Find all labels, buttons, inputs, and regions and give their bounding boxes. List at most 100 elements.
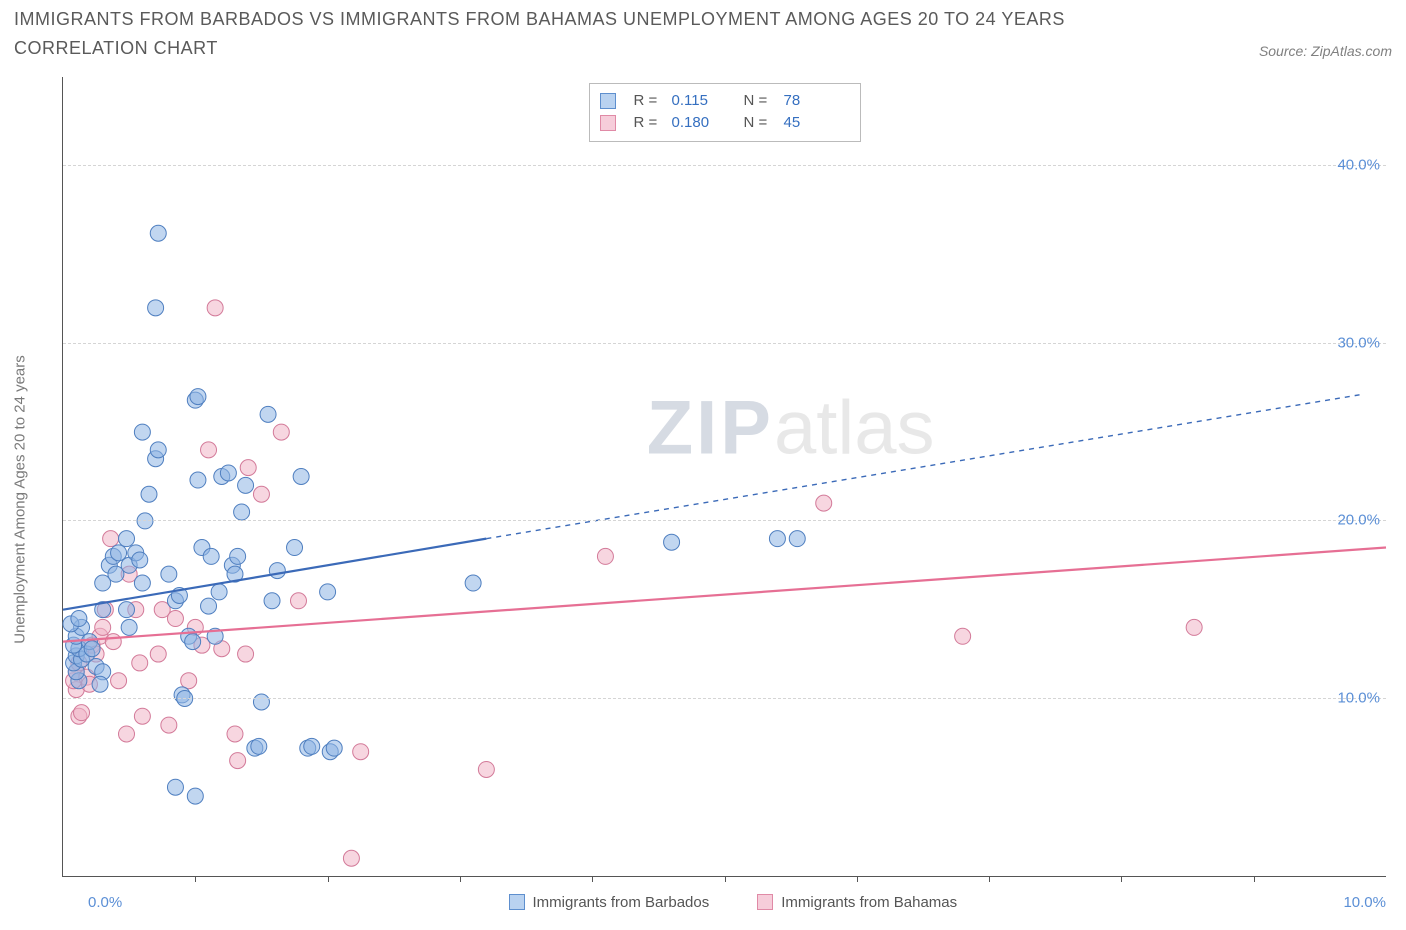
stats-row: R =0.115N =78 bbox=[600, 90, 846, 113]
data-point bbox=[230, 752, 246, 768]
y-tick-label: 10.0% bbox=[1337, 690, 1380, 707]
y-tick-label: 30.0% bbox=[1337, 334, 1380, 351]
data-point bbox=[816, 495, 832, 511]
x-tick bbox=[857, 876, 858, 882]
data-point bbox=[167, 610, 183, 626]
x-tick bbox=[1121, 876, 1122, 882]
data-point bbox=[220, 465, 236, 481]
legend-swatch bbox=[509, 894, 525, 910]
data-point bbox=[269, 562, 285, 578]
x-tick bbox=[460, 876, 461, 882]
legend-item: Immigrants from Bahamas bbox=[757, 894, 957, 911]
data-point bbox=[167, 779, 183, 795]
data-point bbox=[121, 619, 137, 635]
data-point bbox=[141, 486, 157, 502]
stats-box: R =0.115N =78R =0.180N =45 bbox=[589, 83, 861, 142]
data-point bbox=[465, 575, 481, 591]
data-point bbox=[148, 299, 164, 315]
data-point bbox=[74, 704, 90, 720]
data-point bbox=[251, 738, 267, 754]
data-point bbox=[343, 850, 359, 866]
chart-container: Unemployment Among Ages 20 to 24 years R… bbox=[14, 71, 1392, 911]
data-point bbox=[253, 486, 269, 502]
data-point bbox=[664, 534, 680, 550]
data-point bbox=[103, 530, 119, 546]
x-tick bbox=[328, 876, 329, 882]
x-tick bbox=[195, 876, 196, 882]
gridline bbox=[63, 520, 1386, 521]
data-point bbox=[240, 459, 256, 475]
data-point bbox=[478, 761, 494, 777]
gridline bbox=[63, 343, 1386, 344]
data-point bbox=[132, 552, 148, 568]
y-axis-label: Unemployment Among Ages 20 to 24 years bbox=[12, 355, 29, 644]
gridline bbox=[63, 165, 1386, 166]
data-point bbox=[134, 575, 150, 591]
data-point bbox=[238, 646, 254, 662]
data-point bbox=[955, 628, 971, 644]
data-point bbox=[190, 388, 206, 404]
data-point bbox=[597, 548, 613, 564]
chart-title: IMMIGRANTS FROM BARBADOS VS IMMIGRANTS F… bbox=[14, 5, 1144, 63]
data-point bbox=[769, 530, 785, 546]
x-tick bbox=[989, 876, 990, 882]
scatter-svg bbox=[63, 77, 1386, 876]
data-point bbox=[190, 472, 206, 488]
plot-area: R =0.115N =78R =0.180N =45 ZIPatlas 10.0… bbox=[62, 77, 1386, 877]
data-point bbox=[227, 726, 243, 742]
stats-swatch bbox=[600, 115, 616, 131]
data-point bbox=[238, 477, 254, 493]
data-point bbox=[287, 539, 303, 555]
data-point bbox=[150, 646, 166, 662]
data-point bbox=[134, 424, 150, 440]
data-point bbox=[187, 788, 203, 804]
data-point bbox=[201, 598, 217, 614]
data-point bbox=[253, 694, 269, 710]
data-point bbox=[84, 640, 100, 656]
data-point bbox=[326, 740, 342, 756]
data-point bbox=[105, 633, 121, 649]
data-point bbox=[789, 530, 805, 546]
data-point bbox=[234, 504, 250, 520]
data-point bbox=[161, 566, 177, 582]
data-point bbox=[203, 548, 219, 564]
data-point bbox=[273, 424, 289, 440]
data-point bbox=[320, 584, 336, 600]
data-point bbox=[132, 655, 148, 671]
source-label: Source: ZipAtlas.com bbox=[1259, 43, 1392, 59]
x-tick bbox=[1254, 876, 1255, 882]
data-point bbox=[161, 717, 177, 733]
y-tick-label: 20.0% bbox=[1337, 512, 1380, 529]
x-max-label: 10.0% bbox=[1343, 894, 1386, 911]
data-point bbox=[293, 468, 309, 484]
data-point bbox=[1186, 619, 1202, 635]
y-tick-label: 40.0% bbox=[1337, 157, 1380, 174]
data-point bbox=[290, 592, 306, 608]
x-min-label: 0.0% bbox=[88, 894, 122, 911]
data-point bbox=[150, 441, 166, 457]
data-point bbox=[119, 726, 135, 742]
data-point bbox=[211, 584, 227, 600]
data-point bbox=[71, 610, 87, 626]
data-point bbox=[111, 672, 127, 688]
data-point bbox=[207, 299, 223, 315]
legend-swatch bbox=[757, 894, 773, 910]
data-point bbox=[119, 530, 135, 546]
x-axis-footer: 0.0% Immigrants from Barbados Immigrants … bbox=[14, 894, 1392, 911]
data-point bbox=[119, 601, 135, 617]
stats-swatch bbox=[600, 93, 616, 109]
x-tick bbox=[592, 876, 593, 882]
data-point bbox=[304, 738, 320, 754]
data-point bbox=[181, 672, 197, 688]
data-point bbox=[95, 619, 111, 635]
data-point bbox=[353, 743, 369, 759]
data-point bbox=[201, 441, 217, 457]
data-point bbox=[230, 548, 246, 564]
x-tick bbox=[725, 876, 726, 882]
stats-row: R =0.180N =45 bbox=[600, 112, 846, 135]
legend-item: Immigrants from Barbados bbox=[509, 894, 710, 911]
data-point bbox=[92, 676, 108, 692]
data-point bbox=[264, 592, 280, 608]
gridline bbox=[63, 698, 1386, 699]
data-point bbox=[150, 225, 166, 241]
